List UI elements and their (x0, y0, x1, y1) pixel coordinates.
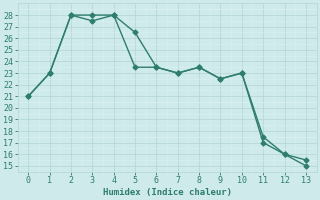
X-axis label: Humidex (Indice chaleur): Humidex (Indice chaleur) (103, 188, 232, 197)
